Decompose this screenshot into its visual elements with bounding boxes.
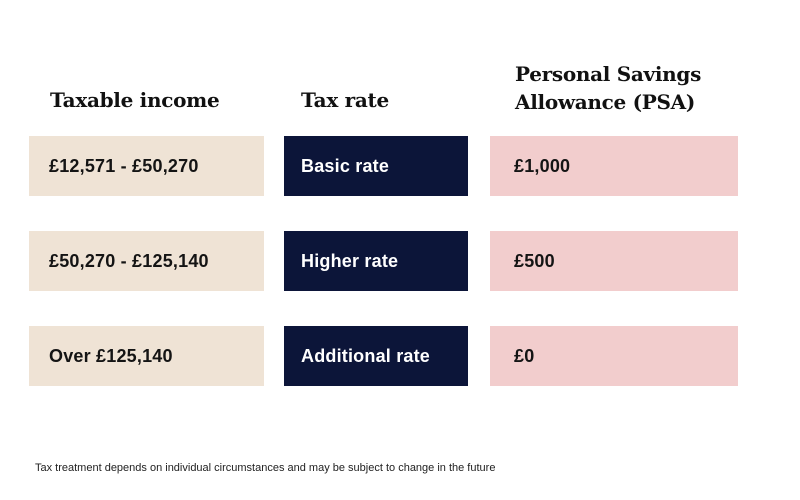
- header-taxable-income: Taxable income: [50, 88, 220, 112]
- tax-rate-additional: Additional rate: [284, 326, 468, 386]
- income-band-higher: £50,270 - £125,140: [29, 231, 264, 291]
- header-tax-rate: Tax rate: [301, 88, 389, 112]
- psa-additional: £0: [490, 326, 738, 386]
- tax-rate-basic: Basic rate: [284, 136, 468, 196]
- income-band-basic: £12,571 - £50,270: [29, 136, 264, 196]
- psa-basic: £1,000: [490, 136, 738, 196]
- header-psa: Personal Savings Allowance (PSA): [515, 60, 701, 116]
- psa-higher: £500: [490, 231, 738, 291]
- income-band-additional: Over £125,140: [29, 326, 264, 386]
- header-psa-line1: Personal Savings: [515, 62, 702, 86]
- tax-rate-higher: Higher rate: [284, 231, 468, 291]
- footnote: Tax treatment depends on individual circ…: [35, 462, 496, 474]
- header-psa-line2: Allowance (PSA): [515, 90, 696, 114]
